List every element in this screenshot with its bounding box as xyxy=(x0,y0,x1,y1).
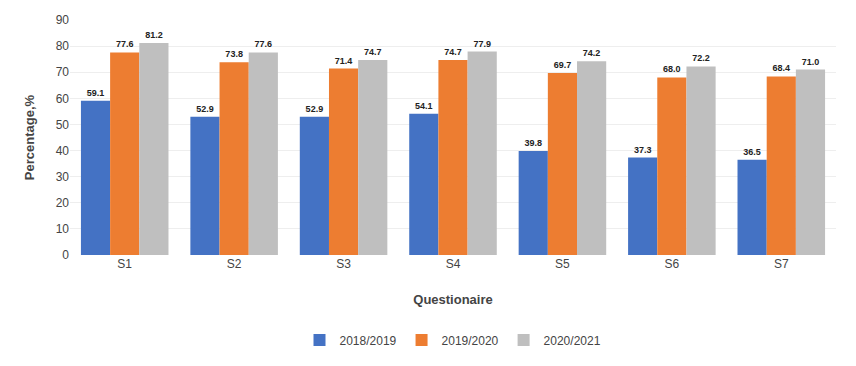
svg-text:S3: S3 xyxy=(336,257,351,271)
svg-text:50: 50 xyxy=(56,118,70,132)
svg-text:10: 10 xyxy=(56,222,70,236)
svg-text:71.4: 71.4 xyxy=(335,56,353,66)
svg-text:74.7: 74.7 xyxy=(364,47,382,57)
svg-text:0: 0 xyxy=(62,248,69,262)
svg-text:81.2: 81.2 xyxy=(145,30,163,40)
svg-text:77.9: 77.9 xyxy=(473,39,491,49)
svg-text:80: 80 xyxy=(56,39,70,53)
svg-text:39.8: 39.8 xyxy=(524,138,542,148)
svg-text:71.0: 71.0 xyxy=(802,57,820,67)
svg-text:59.1: 59.1 xyxy=(87,88,105,98)
svg-text:37.3: 37.3 xyxy=(634,145,652,155)
svg-text:20: 20 xyxy=(56,196,70,210)
svg-text:S2: S2 xyxy=(227,257,242,271)
svg-text:S7: S7 xyxy=(774,257,789,271)
svg-text:77.6: 77.6 xyxy=(255,39,273,49)
svg-text:77.6: 77.6 xyxy=(116,39,134,49)
svg-text:S1: S1 xyxy=(117,257,132,271)
svg-text:74.7: 74.7 xyxy=(444,47,462,57)
svg-text:S4: S4 xyxy=(446,257,461,271)
svg-text:2020/2021: 2020/2021 xyxy=(544,334,601,348)
svg-text:60: 60 xyxy=(56,92,70,106)
svg-text:74.2: 74.2 xyxy=(583,48,601,58)
svg-text:S6: S6 xyxy=(665,257,680,271)
svg-text:30: 30 xyxy=(56,170,70,184)
svg-text:52.9: 52.9 xyxy=(306,104,324,114)
svg-text:40: 40 xyxy=(56,144,70,158)
svg-text:90: 90 xyxy=(56,13,70,27)
svg-text:73.8: 73.8 xyxy=(225,49,243,59)
svg-text:2018/2019: 2018/2019 xyxy=(340,334,397,348)
svg-text:54.1: 54.1 xyxy=(415,101,433,111)
svg-text:36.5: 36.5 xyxy=(743,147,761,157)
svg-text:69.7: 69.7 xyxy=(554,60,572,70)
svg-text:72.2: 72.2 xyxy=(692,53,710,63)
svg-text:70: 70 xyxy=(56,65,70,79)
svg-text:Percentage,%: Percentage,% xyxy=(22,94,37,180)
svg-text:2019/2020: 2019/2020 xyxy=(442,334,499,348)
svg-text:68.4: 68.4 xyxy=(773,63,791,73)
svg-text:S5: S5 xyxy=(555,257,570,271)
svg-text:Questionaire: Questionaire xyxy=(413,292,492,307)
svg-text:52.9: 52.9 xyxy=(196,104,214,114)
svg-text:68.0: 68.0 xyxy=(663,64,681,74)
